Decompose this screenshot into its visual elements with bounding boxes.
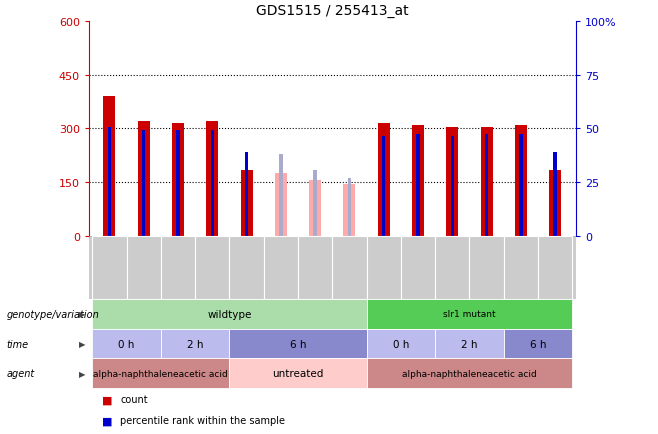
- Bar: [138, 122, 149, 237]
- Bar: [275, 174, 287, 237]
- Bar: [279, 155, 282, 237]
- Text: alpha-naphthaleneacetic acid: alpha-naphthaleneacetic acid: [93, 369, 228, 378]
- Text: 0 h: 0 h: [393, 339, 409, 349]
- Bar: [378, 124, 390, 237]
- Bar: [206, 122, 218, 237]
- Bar: [451, 136, 454, 237]
- Bar: [519, 135, 522, 237]
- Title: GDS1515 / 255413_at: GDS1515 / 255413_at: [256, 4, 409, 18]
- Bar: [549, 170, 561, 237]
- Bar: [245, 152, 248, 237]
- Bar: [446, 127, 459, 237]
- Bar: [142, 131, 145, 237]
- Text: 6 h: 6 h: [530, 339, 546, 349]
- Bar: [485, 135, 488, 237]
- Text: genotype/variation: genotype/variation: [7, 309, 99, 319]
- Text: alpha-naphthaleneacetic acid: alpha-naphthaleneacetic acid: [402, 369, 537, 378]
- Text: agent: agent: [7, 368, 35, 378]
- Bar: [176, 131, 180, 237]
- Bar: [412, 125, 424, 237]
- Text: ▶: ▶: [79, 310, 86, 319]
- Bar: [211, 131, 214, 237]
- Bar: [313, 170, 317, 237]
- Text: untreated: untreated: [272, 368, 324, 378]
- Bar: [515, 125, 527, 237]
- Text: percentile rank within the sample: percentile rank within the sample: [120, 415, 286, 425]
- Text: count: count: [120, 395, 148, 404]
- Bar: [382, 136, 386, 237]
- Bar: [553, 152, 557, 237]
- Text: 0 h: 0 h: [118, 339, 135, 349]
- Bar: [103, 97, 115, 237]
- Bar: [309, 181, 321, 237]
- Bar: [343, 184, 355, 237]
- Text: ▶: ▶: [79, 339, 86, 348]
- Bar: [480, 127, 493, 237]
- Text: slr1 mutant: slr1 mutant: [443, 310, 495, 319]
- Text: ■: ■: [102, 395, 113, 404]
- Text: time: time: [7, 339, 29, 349]
- Text: ■: ■: [102, 415, 113, 425]
- Text: ▶: ▶: [79, 369, 86, 378]
- Bar: [172, 124, 184, 237]
- Bar: [347, 178, 351, 237]
- Bar: [108, 127, 111, 237]
- Text: 2 h: 2 h: [461, 339, 478, 349]
- Text: 6 h: 6 h: [290, 339, 306, 349]
- Text: wildtype: wildtype: [207, 309, 251, 319]
- Bar: [417, 135, 420, 237]
- Bar: [241, 170, 253, 237]
- Text: 2 h: 2 h: [187, 339, 203, 349]
